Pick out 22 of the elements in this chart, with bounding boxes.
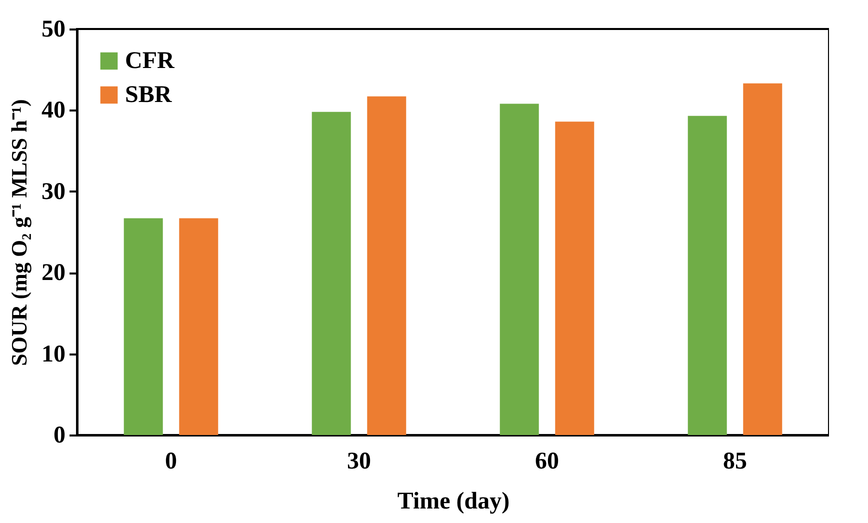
x-tick-label: 0	[165, 448, 177, 474]
bar	[688, 116, 727, 435]
legend-label: SBR	[125, 82, 172, 108]
x-axis-title: Time (day)	[397, 488, 510, 514]
y-tick-label: 50	[42, 16, 66, 42]
bar	[500, 104, 539, 435]
y-tick-label: 30	[42, 178, 66, 205]
bar	[179, 218, 218, 435]
y-tick-label: 40	[42, 98, 66, 124]
x-tick-label: 60	[535, 448, 559, 474]
y-tick-label: 0	[54, 422, 66, 448]
x-tick-label: 30	[347, 448, 371, 474]
bar	[743, 83, 782, 435]
bar	[124, 218, 163, 435]
x-tick-label: 85	[723, 448, 747, 474]
bar	[367, 96, 406, 435]
legend-label: CFR	[125, 48, 175, 74]
bar	[555, 122, 594, 435]
bar	[312, 112, 351, 435]
y-axis-title: SOUR (mg O₂ g⁻¹ MLSS h⁻¹)	[6, 99, 32, 366]
y-tick-label: 20	[42, 260, 66, 286]
y-tick-label: 10	[42, 341, 66, 368]
